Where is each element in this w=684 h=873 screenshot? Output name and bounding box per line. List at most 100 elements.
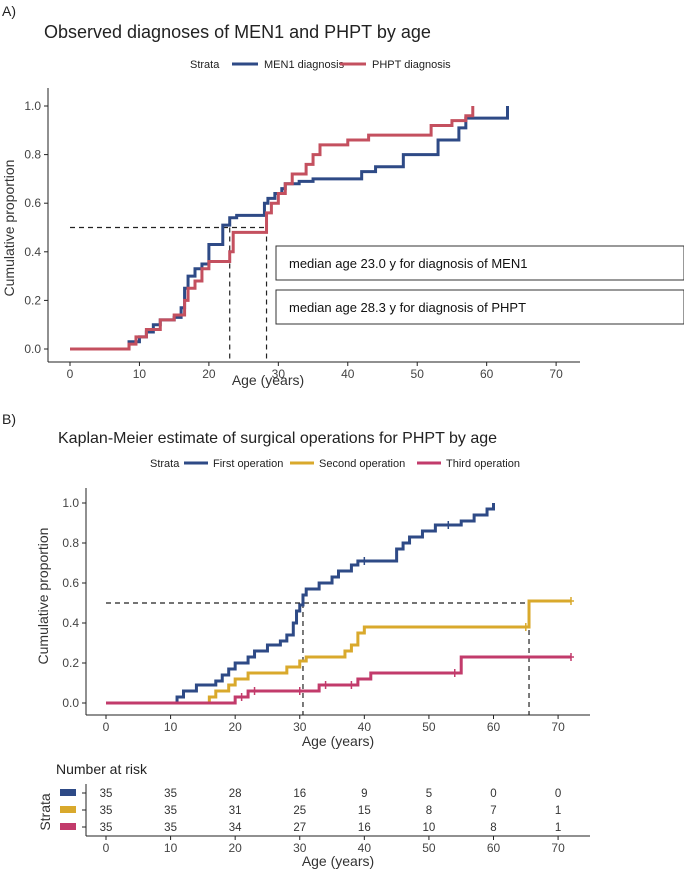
censor-mark — [296, 687, 303, 695]
panel-b-x-label: Age (years) — [302, 733, 374, 749]
risk-cell: 31 — [229, 805, 242, 817]
risk-cell: 35 — [164, 822, 177, 834]
risk-cell: 35 — [100, 805, 113, 817]
risk-cell: 1 — [555, 805, 561, 817]
panel-b-y-label: Cumulative proportion — [35, 528, 51, 665]
risk-cell: 0 — [490, 788, 496, 800]
censor-mark — [522, 623, 529, 631]
censor-mark — [348, 681, 355, 689]
panel-a-median-lines — [70, 226, 268, 362]
x-tick-label: 70 — [551, 720, 565, 734]
risk-table-x-label: Age (years) — [302, 853, 374, 869]
risk-cell: 0 — [555, 788, 561, 800]
risk-cell: 8 — [490, 822, 496, 834]
risk-row-swatch — [60, 806, 76, 813]
x-tick-label: 0 — [103, 720, 110, 734]
panel-b-label: B) — [2, 411, 16, 427]
panel-a-label: A) — [2, 3, 16, 19]
y-tick-label: 0.0 — [62, 696, 79, 710]
panel-a-legend: Strata MEN1 diagnosis PHPT diagnosis — [190, 59, 451, 71]
x-tick-label: 10 — [133, 367, 147, 381]
panel-b-x-ticks: 0 10 20 30 40 50 60 70 — [103, 715, 565, 734]
risk-cell: 35 — [164, 788, 177, 800]
risk-x-tick-label: 70 — [551, 841, 565, 855]
x-tick-label: 50 — [422, 720, 436, 734]
risk-cell: 5 — [426, 788, 432, 800]
x-tick-label: 40 — [358, 720, 372, 734]
x-tick-label: 60 — [480, 367, 494, 381]
x-tick-label: 40 — [341, 367, 355, 381]
censor-mark — [451, 669, 458, 677]
risk-table-title: Number at risk — [56, 761, 148, 777]
annotation-phpt-text: median age 28.3 y for diagnosis of PHPT — [289, 300, 526, 315]
x-tick-label: 70 — [549, 367, 563, 381]
y-tick-label: 0.6 — [62, 576, 79, 590]
risk-cell: 15 — [358, 805, 371, 817]
legend-b-label-first: First operation — [213, 458, 283, 470]
risk-cell: 28 — [229, 788, 242, 800]
censor-mark — [568, 653, 574, 661]
risk-cell: 7 — [490, 805, 496, 817]
risk-cell: 1 — [555, 822, 561, 834]
x-tick-label: 60 — [487, 720, 501, 734]
x-tick-label: 30 — [272, 367, 286, 381]
risk-row-swatch — [60, 823, 76, 830]
risk-cell: 34 — [229, 822, 242, 834]
risk-row-swatch — [60, 789, 76, 796]
legend-a-title: Strata — [190, 59, 220, 71]
risk-cell: 25 — [293, 805, 306, 817]
panel-a-x-label: Age (years) — [232, 372, 304, 388]
risk-x-tick-label: 10 — [164, 841, 178, 855]
panel-a-series — [70, 106, 509, 351]
risk-table-y-label: Strata — [37, 793, 53, 831]
legend-b-label-second: Second operation — [319, 458, 405, 470]
risk-cell: 27 — [293, 822, 306, 834]
risk-cell: 35 — [100, 788, 113, 800]
series-line-first-operation — [106, 503, 495, 705]
x-tick-label: 20 — [202, 367, 216, 381]
panel-b-title: Kaplan-Meier estimate of surgical operat… — [58, 430, 497, 447]
censor-mark — [445, 521, 452, 529]
y-tick-label: 0.8 — [24, 148, 41, 162]
panel-a: A) Observed diagnoses of MEN1 and PHPT b… — [1, 3, 684, 388]
panel-a-y-ticks: 0.0 0.2 0.4 0.6 0.8 1.0 — [24, 99, 48, 356]
panel-b-y-ticks: 0.0 0.2 0.4 0.6 0.8 1.0 — [62, 496, 86, 710]
risk-table-rows: 35 35 28 16 9 5 0 0 35 35 31 25 15 8 7 1 35 35 34 27 16 10 8 1 — [60, 788, 561, 834]
y-tick-label: 0.2 — [62, 656, 79, 670]
annotation-phpt-box — [275, 289, 684, 325]
risk-cell: 8 — [426, 805, 432, 817]
risk-x-tick-label: 50 — [422, 841, 436, 855]
panel-a-x-ticks: 0 10 20 30 40 50 60 70 — [67, 362, 563, 381]
risk-x-tick-label: 0 — [103, 841, 110, 855]
legend-b-label-third: Third operation — [446, 458, 520, 470]
y-tick-label: 0.4 — [24, 245, 41, 259]
censor-mark — [361, 557, 368, 565]
y-tick-label: 1.0 — [24, 99, 41, 113]
risk-table: Number at risk Strata 35 35 28 16 9 5 0 035 35 31… — [37, 761, 590, 869]
panel-a-y-label: Cumulative proportion — [1, 160, 17, 297]
x-tick-label: 30 — [293, 720, 307, 734]
x-tick-label: 10 — [164, 720, 178, 734]
y-tick-label: 1.0 — [62, 496, 79, 510]
risk-cell: 16 — [293, 788, 306, 800]
censor-mark — [238, 693, 245, 701]
risk-x-tick-label: 30 — [293, 841, 307, 855]
risk-cell: 16 — [358, 822, 371, 834]
risk-x-tick-label: 60 — [487, 841, 501, 855]
annotation-men1-text: median age 23.0 y for diagnosis of MEN1 — [289, 256, 527, 271]
censor-mark — [568, 597, 574, 605]
panel-b-median-lines — [106, 602, 530, 715]
panel-a-title: Observed diagnoses of MEN1 and PHPT by a… — [44, 22, 431, 42]
y-tick-label: 0.4 — [62, 616, 79, 630]
legend-b-title: Strata — [150, 458, 180, 470]
y-tick-label: 0.8 — [62, 536, 79, 550]
panel-b: B) Kaplan-Meier estimate of surgical ope… — [2, 411, 590, 749]
risk-cell: 10 — [423, 822, 436, 834]
risk-table-x-ticks: 0 10 20 30 40 50 60 70 — [103, 836, 565, 855]
censor-mark — [251, 687, 258, 695]
risk-cell: 35 — [164, 805, 177, 817]
y-tick-label: 0.0 — [24, 342, 41, 356]
risk-x-tick-label: 40 — [358, 841, 372, 855]
risk-x-tick-label: 20 — [228, 841, 242, 855]
y-tick-label: 0.6 — [24, 196, 41, 210]
